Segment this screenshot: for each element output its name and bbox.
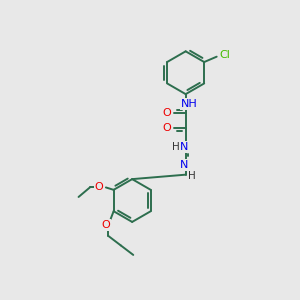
- Text: NH: NH: [181, 99, 198, 109]
- Text: Cl: Cl: [220, 50, 230, 60]
- Text: H: H: [172, 142, 180, 152]
- Text: H: H: [188, 171, 196, 181]
- Text: O: O: [101, 220, 110, 230]
- Text: N: N: [180, 142, 188, 152]
- Text: N: N: [180, 160, 188, 170]
- Text: O: O: [162, 123, 171, 133]
- Text: O: O: [162, 108, 171, 118]
- Text: O: O: [94, 182, 103, 193]
